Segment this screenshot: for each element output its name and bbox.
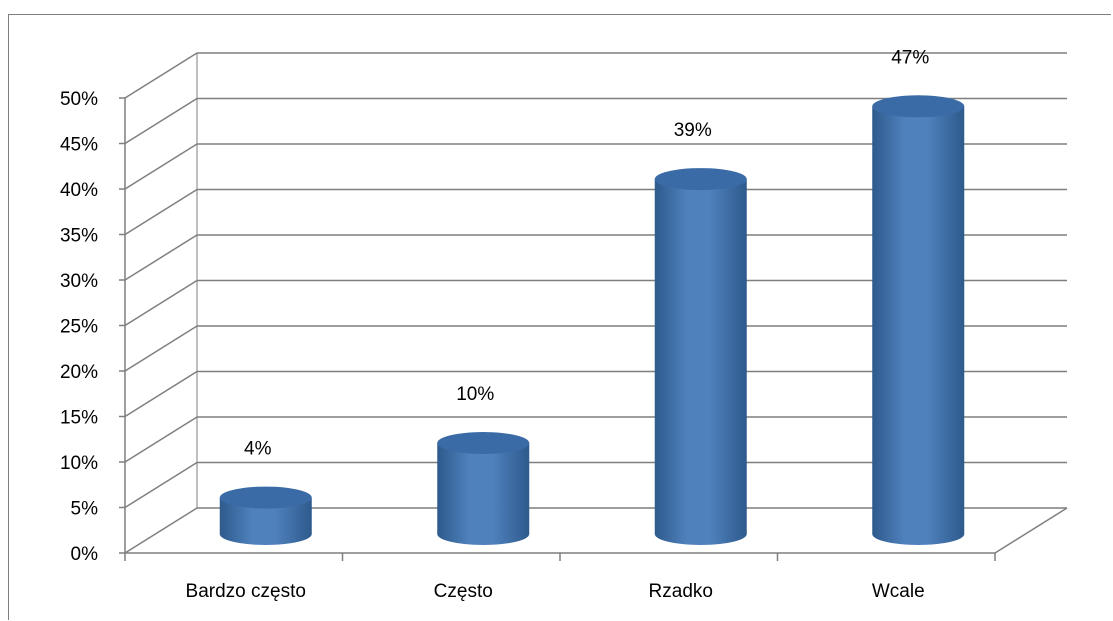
category-label: Wcale bbox=[872, 581, 925, 602]
y-tick-label: 0% bbox=[71, 544, 99, 565]
category-label: Bardzo często bbox=[186, 581, 306, 602]
bar-top bbox=[654, 168, 747, 191]
y-tick-label: 10% bbox=[60, 453, 98, 474]
data-label: 4% bbox=[244, 439, 272, 460]
bar-cylinder bbox=[872, 106, 965, 546]
y-tick-label: 5% bbox=[71, 499, 99, 520]
y-tick-label: 40% bbox=[60, 180, 98, 201]
bar-cylinder bbox=[437, 443, 530, 545]
bar-top bbox=[219, 486, 312, 509]
gridline-diagonal bbox=[124, 370, 198, 418]
gridline-diagonal bbox=[124, 461, 198, 509]
bar-cylinder bbox=[654, 179, 747, 545]
y-tick-label: 25% bbox=[60, 317, 98, 338]
y-tick-label: 50% bbox=[60, 89, 98, 110]
y-tick-label: 45% bbox=[60, 135, 98, 156]
gridline-diagonal bbox=[124, 507, 198, 554]
gridline-diagonal bbox=[124, 188, 198, 236]
data-label: 10% bbox=[456, 384, 494, 405]
category-label: Często bbox=[434, 581, 493, 602]
bar-top bbox=[437, 432, 530, 454]
y-tick-label: 15% bbox=[60, 408, 98, 429]
gridline-diagonal bbox=[124, 279, 198, 327]
data-label: 39% bbox=[674, 120, 712, 141]
bar-cylinder bbox=[219, 497, 312, 545]
y-tick-label: 30% bbox=[60, 271, 98, 292]
gridline-diagonal bbox=[124, 52, 198, 99]
gridline-diagonal bbox=[124, 325, 198, 372]
y-tick-label: 20% bbox=[60, 362, 98, 383]
y-tick-label: 35% bbox=[60, 226, 98, 247]
gridline-diagonal bbox=[124, 416, 198, 463]
gridline-diagonal bbox=[124, 143, 198, 190]
data-label: 47% bbox=[891, 47, 929, 68]
bar-top bbox=[872, 95, 965, 118]
floor-right-edge bbox=[994, 507, 1068, 554]
chart-frame bbox=[8, 14, 1111, 620]
category-label: Rzadko bbox=[649, 581, 713, 602]
gridline-diagonal bbox=[124, 97, 198, 145]
gridline-diagonal bbox=[124, 234, 198, 281]
